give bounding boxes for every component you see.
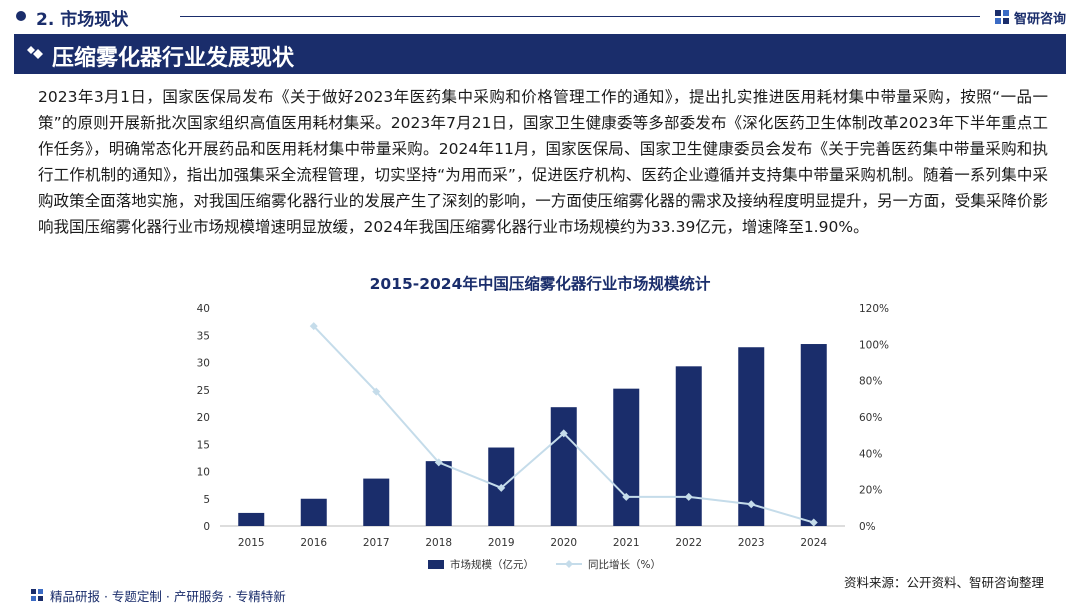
source-note: 资料来源：公开资料、智研咨询整理 — [843, 575, 1044, 590]
bar-market-size — [675, 366, 702, 526]
y-left-tick-label: 0 — [203, 521, 210, 533]
x-tick-label: 2019 — [488, 537, 515, 549]
title-bar: 压缩雾化器行业发展现状 — [14, 34, 1066, 74]
x-tick-label: 2022 — [675, 537, 702, 549]
y-right-tick-label: 60% — [859, 412, 882, 424]
y-left-tick-label: 20 — [197, 412, 210, 424]
brand-name: 智研咨询 — [1013, 11, 1066, 27]
growth-point — [622, 492, 631, 501]
y-left-tick-label: 30 — [197, 358, 210, 370]
bullet-dot-icon — [16, 11, 26, 21]
header-divider — [180, 16, 980, 17]
growth-point — [434, 458, 443, 467]
growth-point — [809, 518, 818, 527]
legend-bar-label: 市场规模（亿元） — [450, 558, 534, 571]
x-tick-label: 2024 — [800, 537, 827, 549]
bar-market-size — [800, 344, 827, 526]
top-header: 2. 市场现状 智研咨询 — [0, 0, 1080, 34]
bar-market-size — [363, 478, 390, 526]
y-left-tick-label: 35 — [197, 330, 210, 342]
footer-text: 精品研报 · 专题定制 · 产研服务 · 专精特新 — [50, 588, 286, 604]
x-tick-label: 2018 — [425, 537, 452, 549]
legend-line-marker — [565, 560, 573, 568]
y-right-tick-label: 0% — [859, 521, 876, 533]
y-right-tick-label: 100% — [859, 339, 889, 351]
footer-logo-icon — [31, 589, 43, 601]
diamond-icon — [27, 46, 43, 59]
legend-bar-swatch — [428, 560, 444, 569]
bar-market-size — [425, 461, 452, 526]
market-size-chart: 0 5 10 15 20 25 30 35 40 0% 20% 40% 60% 80% 100% 120% 20… — [197, 303, 889, 571]
bar-market-size — [300, 498, 327, 526]
bar-market-size — [238, 512, 265, 526]
growth-point — [309, 322, 318, 331]
x-tick-label: 2016 — [300, 537, 327, 549]
y-right-tick-label: 120% — [859, 303, 889, 315]
bar-market-size — [550, 407, 577, 526]
section-label: 2. 市场现状 — [36, 10, 129, 30]
x-tick-label: 2021 — [613, 537, 640, 549]
bar-market-size — [738, 347, 765, 526]
y-left-tick-label: 5 — [203, 494, 210, 506]
brand-logo-icon — [994, 10, 1009, 24]
bar-market-size — [613, 388, 640, 526]
y-right-tick-label: 40% — [859, 448, 882, 460]
page-title: 压缩雾化器行业发展现状 — [52, 46, 295, 71]
chart-title: 2015-2024年中国压缩雾化器行业市场规模统计 — [369, 275, 711, 293]
footer: 精品研报 · 专题定制 · 产研服务 · 专精特新 — [30, 586, 286, 604]
y-right-tick-label: 80% — [859, 376, 882, 388]
growth-point — [684, 492, 693, 501]
body-paragraph: 2023年3月1日，国家医保局发布《关于做好2023年医药集中采购和价格管理工作… — [38, 88, 1048, 236]
y-left-tick-label: 10 — [197, 467, 210, 479]
legend-line-label: 同比增长（%） — [588, 558, 661, 571]
growth-point — [747, 500, 756, 509]
growth-point — [372, 387, 381, 396]
growth-point — [497, 483, 506, 492]
brand: 智研咨询 — [994, 6, 1066, 28]
y-left-tick-label: 15 — [197, 439, 210, 451]
growth-point — [559, 429, 568, 438]
x-tick-label: 2015 — [238, 537, 265, 549]
y-left-tick-label: 25 — [197, 385, 210, 397]
x-tick-label: 2023 — [738, 537, 765, 549]
y-left-tick-label: 40 — [197, 303, 210, 315]
y-right-tick-label: 20% — [859, 485, 882, 497]
x-tick-label: 2017 — [363, 537, 390, 549]
x-tick-label: 2020 — [550, 537, 577, 549]
